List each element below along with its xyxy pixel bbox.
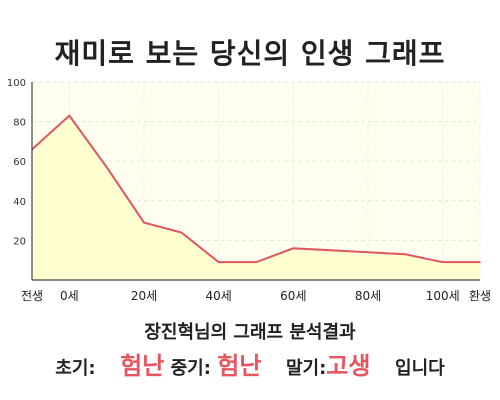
y-tick-label: 100 bbox=[7, 78, 26, 89]
late-label: 말기: bbox=[285, 358, 327, 379]
x-tick-label: 100세 bbox=[426, 289, 460, 303]
data-point bbox=[105, 166, 108, 168]
mid-label: 중기: bbox=[170, 358, 211, 379]
data-point bbox=[404, 253, 407, 256]
life-graph-chart: 20 40 60 80 100 전생 0세 20세 40세 60세 80세 100세 환생 bbox=[7, 78, 491, 303]
data-point bbox=[180, 231, 183, 234]
data-point bbox=[255, 261, 257, 263]
data-point bbox=[441, 261, 444, 263]
early-value: 험난 bbox=[120, 352, 165, 380]
data-point bbox=[367, 251, 369, 254]
x-tick-label: 전생 bbox=[21, 289, 43, 303]
data-point bbox=[217, 261, 220, 263]
x-tick-label: 20세 bbox=[131, 289, 157, 303]
analysis-subtitle: 장진혁님의 그래프 분석결과 bbox=[144, 322, 356, 343]
data-point bbox=[68, 114, 71, 117]
x-tick-label: 40세 bbox=[206, 289, 232, 303]
chart-title: 재미로 보는 당신의 인생 그래프 bbox=[54, 37, 446, 70]
data-point bbox=[479, 261, 481, 263]
data-point bbox=[143, 221, 145, 224]
y-tick-label: 20 bbox=[13, 236, 26, 247]
y-tick-label: 40 bbox=[13, 197, 26, 208]
x-tick-label: 환생 bbox=[469, 289, 491, 303]
y-tick-label: 80 bbox=[13, 118, 26, 129]
analysis-result-line: 초기: 험난 중기: 험난 말기:고생 입니다 bbox=[0, 346, 500, 381]
y-tick-label: 60 bbox=[13, 157, 26, 168]
x-tick-label: 60세 bbox=[280, 289, 306, 303]
ending-text: 입니다 bbox=[395, 358, 445, 379]
data-point bbox=[292, 247, 295, 250]
early-label: 초기: bbox=[55, 358, 96, 379]
mid-value: 험난 bbox=[217, 352, 262, 380]
x-tick-label: 80세 bbox=[355, 289, 381, 303]
data-point bbox=[329, 249, 332, 252]
x-tick-label: 0세 bbox=[60, 289, 79, 303]
series-area bbox=[32, 115, 480, 280]
late-value: 고생 bbox=[326, 352, 371, 380]
